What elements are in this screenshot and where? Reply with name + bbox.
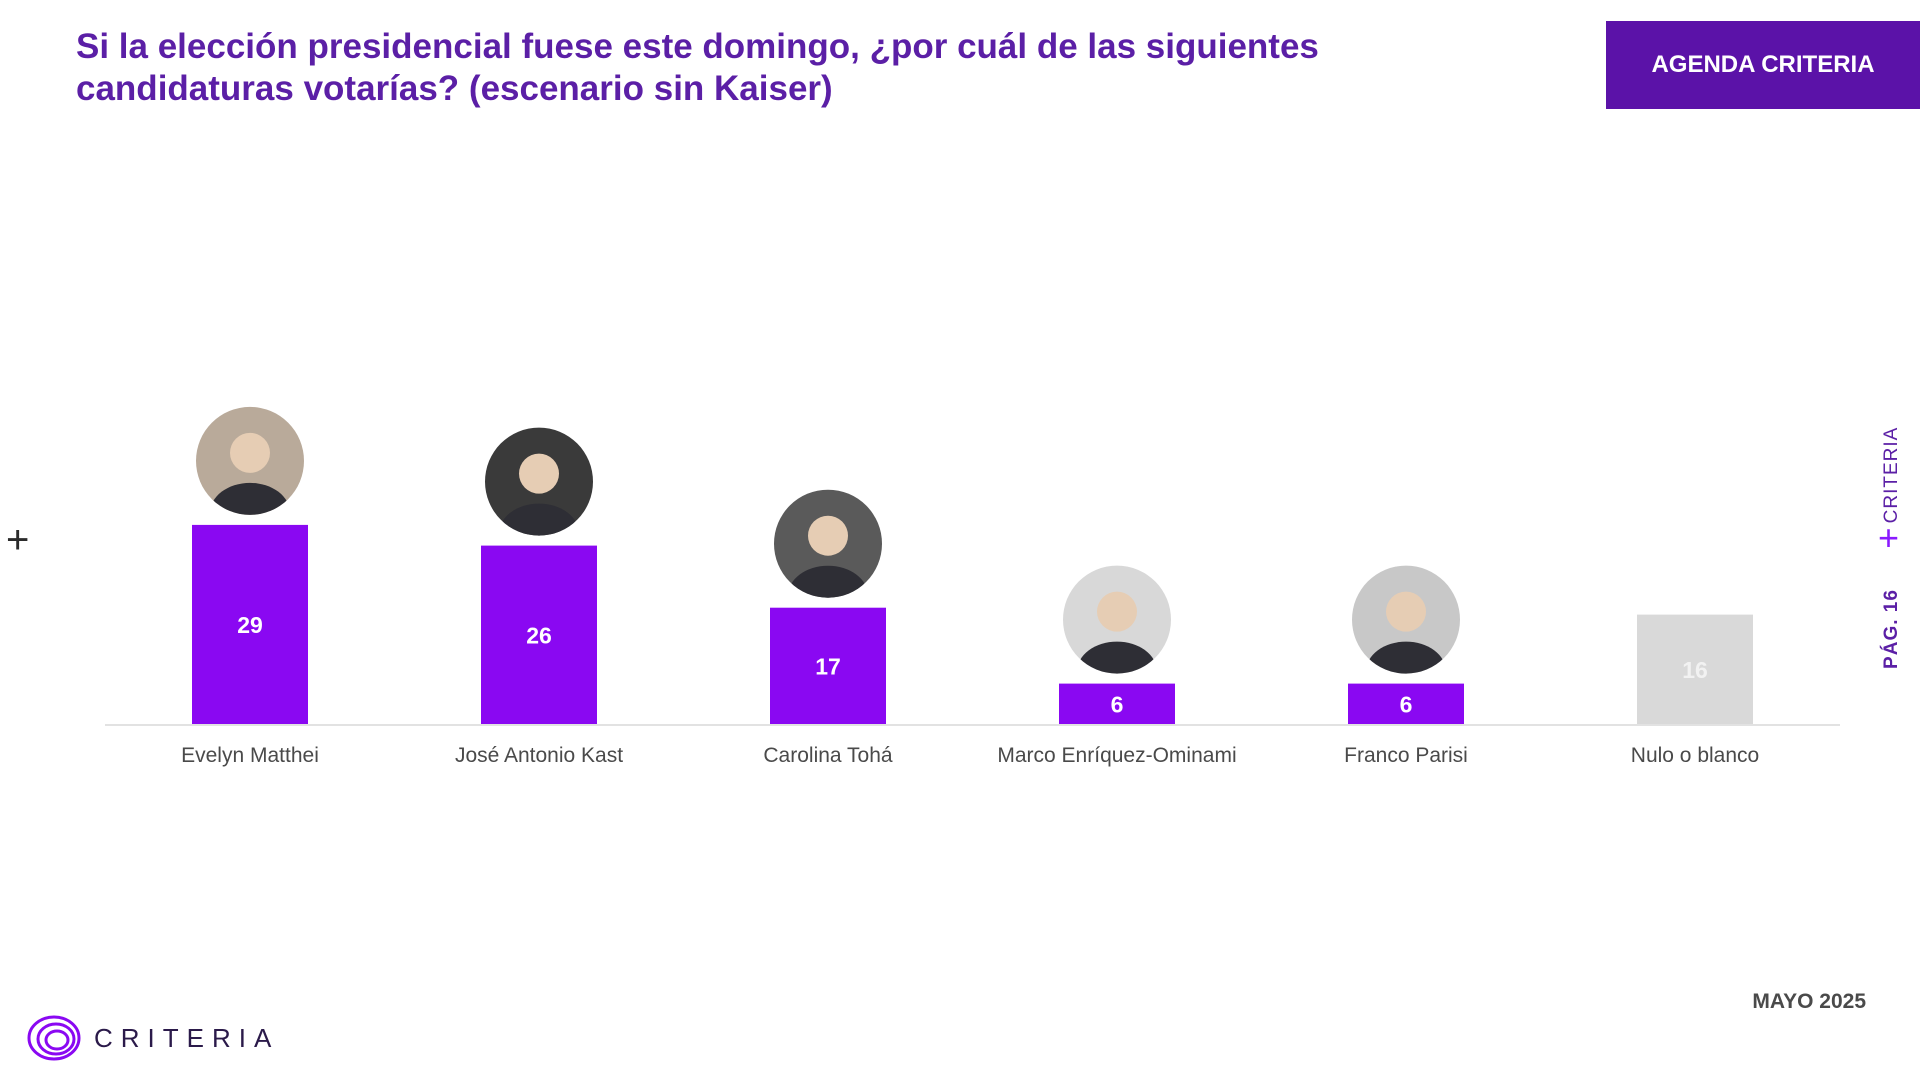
candidate-photo-icon xyxy=(1063,565,1171,674)
bar-data-label: 17 xyxy=(815,653,841,679)
criteria-logo: CRITERIA xyxy=(26,1014,279,1062)
category-label: Carolina Tohá xyxy=(763,744,893,767)
category-label: Evelyn Matthei xyxy=(181,744,319,767)
bar xyxy=(192,524,308,725)
side-plus-icon: + xyxy=(1878,517,1900,558)
bar xyxy=(1059,683,1175,725)
bar xyxy=(770,607,886,725)
bar xyxy=(481,545,597,725)
category-label: Marco Enríquez-Ominami xyxy=(997,744,1236,767)
candidate-photo-icon xyxy=(196,406,304,515)
report-date: MAYO 2025 xyxy=(1752,990,1866,1013)
bar-data-label: 6 xyxy=(1400,691,1413,717)
page-title: Si la elección presidencial fuese este d… xyxy=(76,27,1319,108)
bar-data-label: 16 xyxy=(1682,657,1708,683)
criteria-logo-icon xyxy=(27,1015,81,1061)
plus-icon: + xyxy=(6,518,30,562)
bar xyxy=(1348,683,1464,725)
category-label: Nulo o blanco xyxy=(1631,744,1759,767)
bar-data-label: 26 xyxy=(526,622,552,648)
bar-data-label: 29 xyxy=(237,612,263,638)
bar-chart: 29 Evelyn Matthei 26 José Antonio Kast 17 Car… xyxy=(105,406,1840,767)
candidate-photo-icon xyxy=(1352,565,1460,674)
category-label: José Antonio Kast xyxy=(455,744,623,767)
bar xyxy=(1637,614,1753,725)
agenda-badge: AGENDA CRITERIA xyxy=(1606,21,1920,109)
candidate-photo-icon xyxy=(485,427,593,536)
side-rail: CRITERIA + PÁG. 16 xyxy=(1872,380,1912,680)
bar-data-label: 6 xyxy=(1111,691,1124,717)
criteria-logo-text: CRITERIA xyxy=(94,1022,280,1053)
candidate-photo-icon xyxy=(774,489,882,598)
category-label: Franco Parisi xyxy=(1344,744,1468,767)
